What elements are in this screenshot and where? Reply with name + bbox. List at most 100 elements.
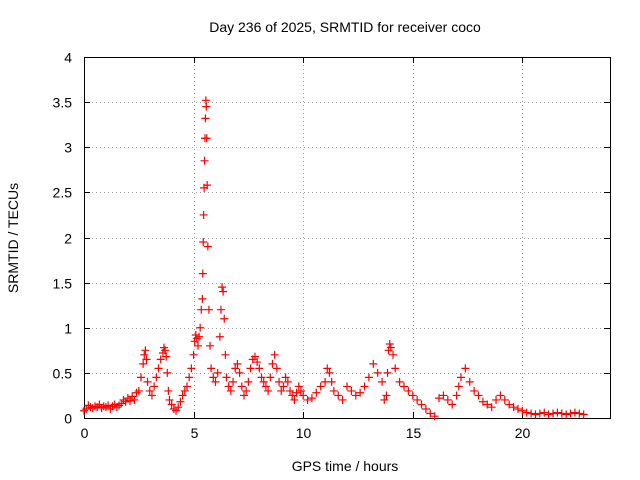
data-point: [193, 341, 202, 350]
y-tick-label: 1.5: [53, 276, 73, 292]
data-point: [399, 382, 408, 391]
y-tick-label: 3: [64, 140, 72, 156]
data-point: [206, 341, 215, 350]
data-point: [145, 386, 154, 395]
data-point: [147, 391, 156, 400]
data-point: [383, 368, 392, 377]
data-point: [518, 406, 527, 415]
data-point: [329, 386, 338, 395]
data-point: [218, 283, 227, 292]
data-point: [454, 382, 463, 391]
data-point: [426, 409, 435, 418]
data-point: [162, 352, 171, 361]
data-point: [334, 391, 343, 400]
data-point: [288, 391, 297, 400]
data-point: [229, 377, 238, 386]
data-point: [452, 391, 461, 400]
data-point: [566, 409, 575, 418]
data-point: [470, 386, 479, 395]
data-point: [386, 343, 395, 352]
x-tick-label: 5: [191, 425, 199, 441]
data-point: [360, 382, 369, 391]
data-point: [500, 395, 509, 404]
data-point: [150, 382, 159, 391]
data-point: [527, 409, 536, 418]
data-point: [211, 377, 220, 386]
data-point: [385, 339, 394, 348]
data-point: [378, 377, 387, 386]
data-point: [382, 391, 391, 400]
data-point: [226, 386, 235, 395]
data-point: [219, 287, 228, 296]
data-point: [544, 410, 553, 419]
data-point: [531, 410, 540, 419]
data-point: [351, 391, 360, 400]
data-point: [156, 355, 165, 364]
data-point: [242, 386, 251, 395]
data-point: [430, 412, 439, 421]
data-point: [408, 391, 417, 400]
data-point: [154, 364, 163, 373]
data-point: [134, 386, 143, 395]
y-axis-label: SRMTID / TECUs: [5, 183, 21, 293]
data-point: [152, 373, 161, 382]
data-point: [200, 156, 209, 165]
data-point: [369, 359, 378, 368]
data-point: [380, 395, 389, 404]
data-point: [163, 368, 172, 377]
data-point: [364, 373, 373, 382]
data-point: [197, 305, 206, 314]
data-point: [259, 377, 268, 386]
data-point: [244, 377, 253, 386]
data-point: [487, 403, 496, 412]
data-point: [199, 210, 208, 219]
data-point: [204, 305, 213, 314]
data-point: [167, 400, 176, 409]
data-point: [165, 395, 174, 404]
data-point: [222, 373, 231, 382]
chart-title: Day 236 of 2025, SRMTID for receiver coc…: [209, 19, 481, 35]
data-point: [391, 364, 400, 373]
data-point: [356, 388, 365, 397]
data-point: [483, 400, 492, 409]
data-point: [465, 377, 474, 386]
y-tick-label: 0: [64, 411, 72, 427]
data-point: [176, 397, 185, 406]
y-tick-label: 2.5: [53, 185, 73, 201]
data-point: [268, 359, 277, 368]
data-point: [448, 400, 457, 409]
data-point: [220, 314, 229, 323]
x-axis-label: GPS time / hours: [292, 458, 399, 474]
data-point: [253, 358, 262, 367]
data-point: [233, 359, 242, 368]
y-tick-label: 1: [64, 321, 72, 337]
data-point: [327, 377, 336, 386]
data-point: [216, 305, 225, 314]
data-point: [435, 394, 444, 403]
x-tick-label: 0: [81, 425, 89, 441]
data-point: [199, 238, 208, 247]
data-point: [439, 391, 448, 400]
data-point: [201, 114, 210, 123]
data-point: [139, 359, 148, 368]
data-point: [421, 404, 430, 413]
data-point: [562, 410, 571, 419]
data-point: [261, 382, 270, 391]
data-point: [203, 181, 212, 190]
y-tick-label: 2: [64, 231, 72, 247]
data-point: [417, 400, 426, 409]
data-point: [540, 408, 549, 417]
data-point: [270, 350, 279, 359]
data-point: [198, 269, 207, 278]
data-point: [513, 404, 522, 413]
data-point: [404, 386, 413, 395]
data-point: [164, 386, 173, 395]
data-point: [143, 377, 152, 386]
data-point: [189, 350, 198, 359]
y-tick-label: 0.5: [53, 366, 73, 382]
y-tick-label: 3.5: [53, 95, 73, 111]
data-point: [299, 391, 308, 400]
data-point: [557, 409, 566, 418]
data-point: [283, 377, 292, 386]
